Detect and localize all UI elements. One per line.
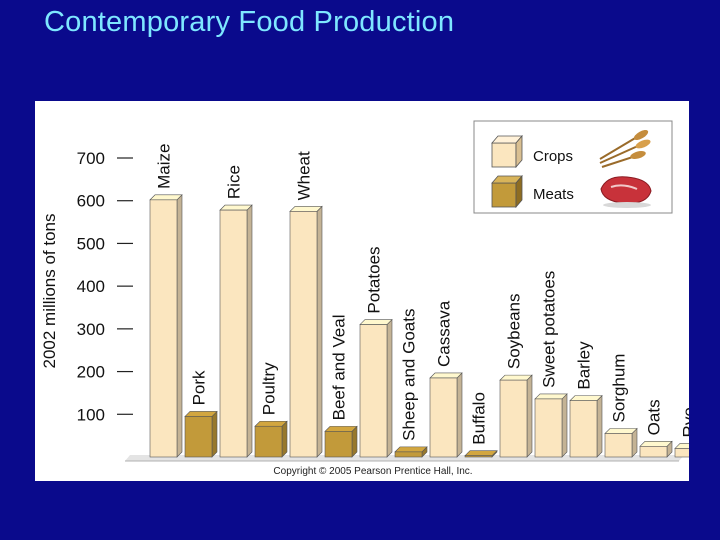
bar-side — [561, 393, 568, 458]
bar-label: Rye — [680, 407, 690, 437]
bar-label: Beef and Veal — [330, 314, 349, 420]
bar-top — [534, 393, 568, 400]
bar-label: Oats — [645, 399, 664, 435]
bar-wheat: Wheat — [289, 151, 323, 458]
bar-label: Potatoes — [365, 246, 384, 313]
bar-label: Sheep and Goats — [400, 309, 419, 441]
bar-top — [254, 420, 288, 427]
bar-front — [604, 433, 633, 458]
bar-top — [639, 441, 673, 447]
bar-sweet-potatoes: Sweet potatoes — [534, 271, 568, 458]
bar-maize: Maize — [149, 144, 183, 458]
bar-front — [464, 455, 493, 458]
bar-rice: Rice — [219, 165, 253, 458]
bar-front — [534, 398, 563, 458]
legend: Crops Meats — [473, 120, 673, 214]
y-tick-label: 200 — [77, 363, 105, 382]
bar-top — [359, 319, 393, 325]
steak-icon — [600, 176, 652, 208]
bar-top — [604, 428, 638, 434]
bar-label: Rice — [225, 165, 244, 199]
bar-label: Cassava — [435, 300, 454, 367]
bar-potatoes: Potatoes — [359, 246, 393, 458]
bar-top — [464, 450, 498, 457]
bar-sorghum: Sorghum — [604, 354, 638, 458]
bar-label: Buffalo — [470, 392, 489, 445]
bar-top — [674, 443, 689, 449]
bar-front — [289, 211, 318, 458]
bar-side — [596, 394, 603, 458]
bar-front — [569, 400, 598, 458]
bar-side — [386, 318, 393, 458]
legend-crops-label: Crops — [533, 148, 573, 165]
bar-top — [184, 411, 218, 417]
bar-front — [429, 377, 458, 458]
bar-label: Poultry — [260, 362, 279, 415]
bar-poultry: Poultry — [254, 362, 288, 458]
y-tick-label: 400 — [77, 277, 105, 296]
bar-front — [324, 431, 353, 458]
bar-top — [289, 206, 323, 212]
legend-meats-label: Meats — [533, 186, 574, 203]
bar-side — [316, 205, 323, 458]
y-axis-label: 2002 millions of tons — [40, 214, 59, 369]
copyright-text: Copyright © 2005 Pearson Prentice Hall, … — [273, 466, 472, 477]
bar-label: Soybeans — [505, 293, 524, 369]
bar-side — [246, 204, 253, 458]
y-tick-label: 700 — [77, 149, 105, 168]
bar-side — [526, 374, 533, 458]
bar-top — [569, 395, 603, 401]
bar-front — [359, 324, 388, 458]
bar-cassava: Cassava — [429, 300, 463, 458]
bar-label: Maize — [155, 144, 174, 189]
bar-side — [456, 372, 463, 458]
y-tick-label: 500 — [77, 234, 105, 253]
bar-front — [499, 379, 528, 458]
bar-front — [219, 209, 248, 458]
bar-beef-and-veal: Beef and Veal — [324, 314, 358, 458]
chart-panel: 2002 millions of tons Crops — [35, 101, 689, 481]
y-tick-label: 100 — [77, 405, 105, 424]
y-tick-label: 600 — [77, 192, 105, 211]
bar-top — [429, 372, 463, 379]
legend-meats-swatch — [491, 174, 523, 209]
bar-front — [254, 425, 283, 458]
bar-top — [499, 374, 533, 381]
bar-top — [394, 446, 428, 453]
y-tick-label: 300 — [77, 320, 105, 339]
bar-label: Sorghum — [610, 354, 629, 423]
wheat-sheaf-icon — [599, 129, 651, 168]
bar-front — [674, 448, 689, 458]
bars: Maize Pork Rice Poultry Wheat Beef and Veal Po… — [149, 144, 690, 458]
bar-side — [211, 410, 218, 458]
bar-rye: Rye — [674, 407, 690, 458]
legend-crops-swatch — [491, 134, 523, 169]
bar-barley: Barley — [569, 341, 603, 458]
bar-sheep-and-goats: Sheep and Goats — [394, 309, 428, 458]
bar-front — [184, 416, 213, 458]
bar-soybeans: Soybeans — [499, 293, 533, 458]
y-axis: 700 600 500 400 300 200 100 — [77, 149, 133, 424]
bar-label: Wheat — [295, 151, 314, 200]
bar-label: Pork — [190, 370, 209, 405]
bar-top — [149, 194, 183, 201]
bar-front — [394, 451, 423, 458]
bar-side — [281, 420, 288, 458]
bar-label: Sweet potatoes — [540, 271, 559, 388]
bar-front — [149, 199, 178, 458]
bar-buffalo: Buffalo — [464, 392, 498, 458]
bar-chart: 2002 millions of tons Crops — [40, 120, 690, 477]
bar-side — [176, 194, 183, 458]
bar-top — [219, 204, 253, 211]
bar-label: Barley — [575, 341, 594, 390]
bar-oats: Oats — [639, 399, 673, 458]
bar-top — [324, 426, 358, 432]
slide-title: Contemporary Food Production — [44, 6, 455, 38]
bar-pork: Pork — [184, 370, 218, 458]
bar-front — [639, 446, 668, 458]
